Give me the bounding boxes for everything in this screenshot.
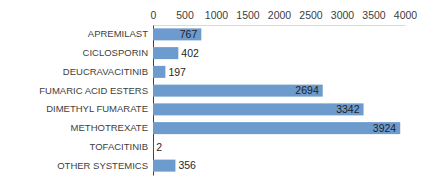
x-axis: 0 500 1000 1500 2000 2500 3000 3500 4000: [151, 9, 418, 26]
tick-label: 500: [176, 9, 194, 21]
bar: [153, 47, 178, 59]
tick-label: 2500: [299, 9, 323, 21]
chart-container: 0 500 1000 1500 2000 2500 3000 3500 4000 APREMILA…: [0, 0, 436, 179]
tick: 3500: [362, 9, 386, 25]
bar: [153, 160, 175, 172]
bar: [153, 66, 165, 78]
bar: [153, 122, 400, 134]
tick-label: 1500: [236, 9, 260, 21]
category-label: METHOTREXATE: [71, 122, 148, 133]
category-tick: CICLOSPORIN: [83, 47, 153, 58]
bars: [153, 28, 400, 171]
category-tick: APREMILAST: [88, 28, 153, 39]
category-tick: OTHER SYSTEMICS: [57, 160, 153, 171]
data-label: 402: [181, 47, 199, 59]
category-label: TOFACITINIB: [90, 141, 148, 152]
data-label: 356: [178, 159, 196, 171]
chart-svg: 0 500 1000 1500 2000 2500 3000 3500 4000 APREMILA…: [0, 0, 436, 179]
category-label: DIMETHYL FUMARATE: [46, 103, 148, 114]
data-label: 3924: [373, 122, 397, 134]
bar: [153, 85, 323, 97]
data-label: 3342: [336, 103, 360, 115]
category-label: CICLOSPORIN: [83, 47, 149, 58]
tick: 2000: [268, 9, 292, 25]
tick-label: 1000: [205, 9, 229, 21]
category-label: FUMARIC ACID ESTERS: [39, 85, 148, 96]
plot-area: 0 500 1000 1500 2000 2500 3000 3500 4000 APREMILA…: [39, 9, 417, 176]
axis-line: [154, 25, 406, 26]
tick: 0: [151, 9, 157, 25]
tick: 1500: [236, 9, 260, 25]
data-label: 767: [180, 28, 198, 40]
category-label: DEUCRAVACITINIB: [63, 66, 148, 77]
category-tick: TOFACITINIB: [90, 141, 153, 152]
tick-label: 2000: [268, 9, 292, 21]
tick-label: 0: [151, 9, 157, 21]
tick-label: 3000: [331, 9, 355, 21]
category-tick: DIMETHYL FUMARATE: [46, 103, 153, 114]
tick-label: 3500: [362, 9, 386, 21]
tick: 500: [176, 9, 194, 25]
bar: [153, 28, 201, 40]
category-tick: DEUCRAVACITINIB: [63, 66, 153, 77]
data-label: 197: [168, 66, 186, 78]
bar: [153, 103, 364, 115]
tick: 1000: [205, 9, 229, 25]
bar: [153, 141, 154, 153]
data-label: 2: [156, 141, 162, 153]
tick: 3000: [331, 9, 355, 25]
tick: 2500: [299, 9, 323, 25]
category-tick: FUMARIC ACID ESTERS: [39, 85, 153, 96]
category-tick: METHOTREXATE: [71, 122, 153, 133]
data-label: 2694: [295, 84, 319, 96]
data-labels: 767 402 197 2694 3342 3924 2 356: [156, 28, 396, 171]
category-label: OTHER SYSTEMICS: [57, 160, 148, 171]
tick-label: 4000: [394, 9, 418, 21]
y-axis: APREMILAST CICLOSPORIN DEUCRAVACITINIB FUMA…: [39, 26, 153, 176]
category-label: APREMILAST: [88, 28, 148, 39]
tick: 4000: [394, 9, 418, 25]
